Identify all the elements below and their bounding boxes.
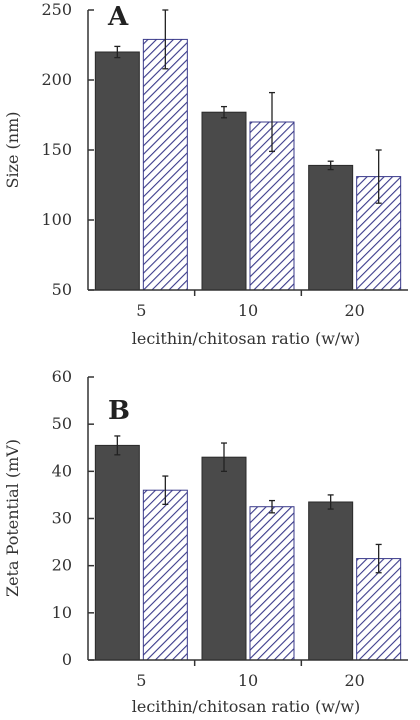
- y-tick-label: 0: [62, 650, 72, 669]
- y-tick-label: 40: [52, 461, 72, 480]
- y-tick-label: 200: [41, 70, 72, 89]
- y-axis-title-b: Zeta Potential (mV): [3, 439, 22, 597]
- x-tick-label: 10: [238, 671, 258, 690]
- bar: [249, 506, 295, 661]
- x-tick-label: 20: [344, 671, 364, 690]
- x-axis-title-b: lecithin/chitosan ratio (w/w): [132, 697, 361, 716]
- y-tick-label: 10: [52, 603, 72, 622]
- y-tick-label: 30: [52, 509, 72, 528]
- y-tick-label: 150: [41, 140, 72, 159]
- x-tick-label: 5: [136, 671, 146, 690]
- bar: [201, 111, 247, 291]
- chart-panel-b: B 0 10 20 30 40 50 60 5 10 20 Zeta Potential (mV…: [3, 367, 408, 716]
- x-ticks-a: 5 10 20: [136, 290, 365, 320]
- y-tick-label: 50: [52, 414, 72, 433]
- panel-label-a: A: [107, 2, 129, 32]
- bar: [94, 51, 140, 291]
- bar: [201, 456, 247, 661]
- chart-panel-a: A 50 100 150 200 250 5 10 20 Size (nm) lecithi…: [3, 0, 408, 348]
- y-ticks-b: 0 10 20 30 40 50 60: [52, 367, 94, 669]
- x-tick-label: 5: [136, 301, 146, 320]
- bar: [356, 558, 402, 661]
- bar: [308, 501, 354, 661]
- bars-panel-a: [94, 9, 402, 291]
- y-tick-label: 60: [52, 367, 72, 386]
- y-axis-title-a: Size (nm): [3, 111, 22, 188]
- bar: [308, 164, 354, 291]
- bar: [94, 444, 140, 661]
- x-tick-label: 20: [344, 301, 364, 320]
- x-axis-title-a: lecithin/chitosan ratio (w/w): [132, 329, 361, 348]
- y-tick-label: 50: [52, 280, 72, 299]
- bar: [142, 38, 188, 291]
- y-tick-label: 20: [52, 556, 72, 575]
- y-tick-label: 250: [41, 0, 72, 19]
- y-tick-label: 100: [41, 210, 72, 229]
- bars-panel-b: [94, 435, 402, 661]
- panel-label-b: B: [108, 396, 130, 426]
- bar: [142, 489, 188, 661]
- x-ticks-b: 5 10 20: [136, 660, 365, 690]
- y-ticks-a: 50 100 150 200 250: [41, 0, 94, 299]
- x-tick-label: 10: [238, 301, 258, 320]
